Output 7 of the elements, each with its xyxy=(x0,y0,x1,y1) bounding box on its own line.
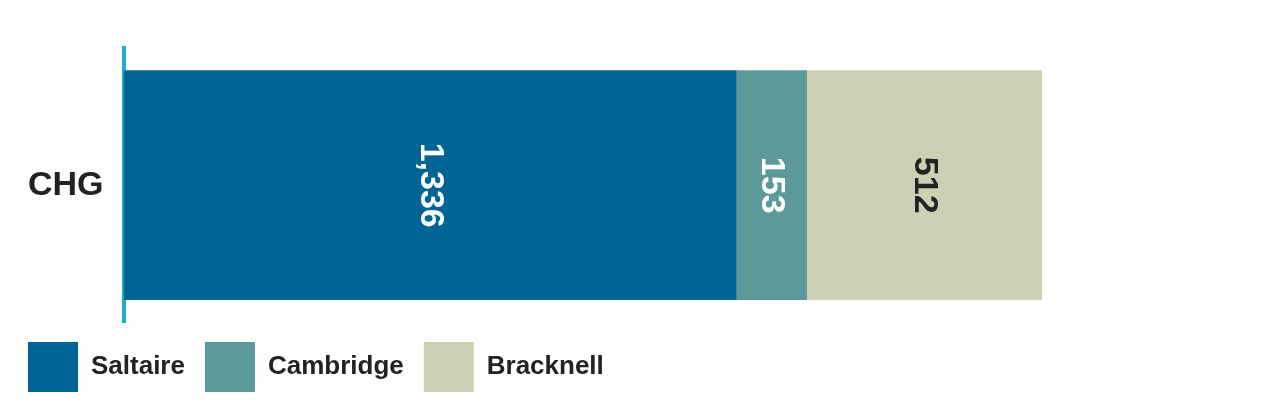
data-label: 512 xyxy=(908,156,947,214)
legend-label: Saltaire xyxy=(91,350,185,381)
y-tick-label: CHG xyxy=(27,163,104,202)
legend-label: Bracknell xyxy=(486,350,604,381)
legend-label: Cambridge xyxy=(267,350,404,381)
data-label: 1,336 xyxy=(413,142,452,228)
data-label: 153 xyxy=(755,156,794,214)
